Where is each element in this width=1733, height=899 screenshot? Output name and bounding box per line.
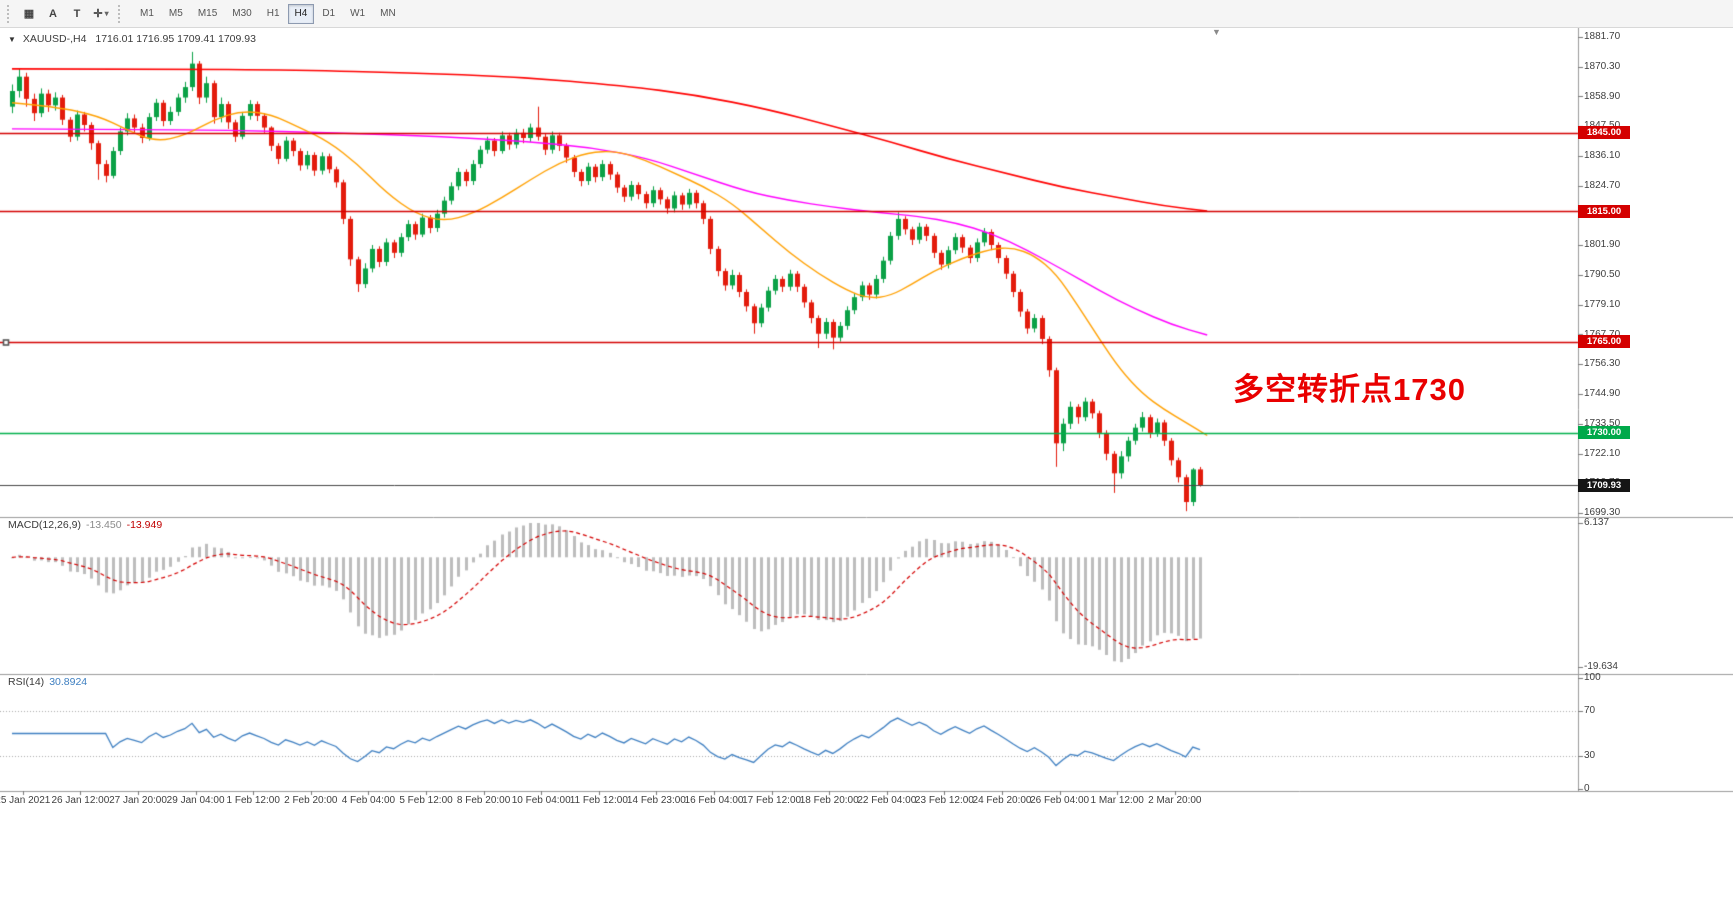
- macd-axis-label: -19.634: [1584, 661, 1618, 672]
- toolbar-grip[interactable]: [118, 4, 123, 23]
- time-axis-label: 14 Feb 23:00: [626, 795, 686, 806]
- time-axis-label: 8 Feb 20:00: [456, 795, 511, 806]
- time-axis-label: 16 Feb 04:00: [684, 795, 744, 806]
- time-axis-label: 27 Jan 20:00: [109, 795, 167, 806]
- timeframe-button-m5[interactable]: M5: [162, 4, 190, 24]
- timeframe-button-group: M1 M5 M15 M30 H1 H4 D1 W1 MN: [133, 3, 403, 24]
- price-tag-1815-00: 1815.00: [1578, 204, 1630, 218]
- grid-tool-button[interactable]: ▦: [18, 4, 40, 24]
- time-axis-label: 5 Feb 12:00: [399, 795, 453, 806]
- price-axis-label: 1733.50: [1584, 417, 1621, 429]
- price-tag-1765-00: 1765.00: [1578, 335, 1630, 349]
- price-axis-label: 1836.10: [1584, 150, 1621, 161]
- grid-tool-icon: ▦: [23, 8, 35, 20]
- price-axis-label: 1870.30: [1584, 60, 1621, 72]
- rsi-axis-label: 70: [1584, 705, 1596, 717]
- price-axis-label: 1824.70: [1584, 179, 1621, 191]
- price-axis-label: 1767.70: [1584, 328, 1621, 340]
- rsi-label: RSI(14) 30.8924: [8, 676, 87, 688]
- price-axis-label: 1779.10: [1584, 298, 1621, 310]
- timeframe-button-m1[interactable]: M1: [133, 4, 161, 24]
- macd-name: MACD(12,26,9): [8, 519, 81, 531]
- rsi-name: RSI(14): [8, 676, 45, 688]
- time-axis-label: 22 Feb 04:00: [857, 795, 917, 806]
- time-axis-label: 11 Feb 12:00: [569, 795, 628, 806]
- time-axis-label: 17 Feb 12:00: [742, 795, 802, 806]
- timeframe-button-m15[interactable]: M15: [191, 4, 224, 24]
- price-chart-canvas[interactable]: [0, 28, 1733, 899]
- cursor-tool-button[interactable]: ✛ ▾: [90, 4, 112, 24]
- cursor-tool-icon: ✛: [93, 8, 103, 20]
- price-axis-label: 1756.30: [1584, 358, 1621, 370]
- timeframe-button-w1[interactable]: W1: [343, 4, 372, 24]
- toolbar-grip[interactable]: [7, 4, 12, 23]
- text-t-tool-button[interactable]: T: [66, 4, 88, 24]
- time-axis-label: 24 Feb 20:00: [972, 795, 1032, 806]
- time-axis-label: 2 Mar 20:00: [1148, 795, 1202, 806]
- chart-ohlc-label: 1716.01 1716.95 1709.41 1709.93: [95, 33, 256, 45]
- chart-header: ▼ XAUUSD-,H4 1716.01 1716.95 1709.41 170…: [8, 33, 256, 45]
- time-axis-label: 26 Jan 12:00: [51, 795, 110, 806]
- price-axis-label: 1744.90: [1584, 388, 1621, 399]
- rsi-value: 30.8924: [49, 676, 88, 688]
- price-tag-1730-00: 1730.00: [1578, 426, 1630, 440]
- time-axis-label: 18 Feb 20:00: [799, 795, 859, 806]
- collapse-caret-icon[interactable]: ▼: [8, 35, 16, 44]
- chart-shift-marker-icon[interactable]: ▼: [1212, 27, 1221, 37]
- timeframe-button-d1[interactable]: D1: [315, 4, 342, 24]
- timeframe-button-mn[interactable]: MN: [373, 4, 403, 24]
- price-axis-label: 1699.30: [1584, 507, 1621, 518]
- time-axis-label: 29 Jan 04:00: [166, 795, 225, 806]
- time-axis-label: 4 Feb 04:00: [341, 795, 396, 806]
- price-axis-label: 1858.90: [1584, 90, 1621, 102]
- timeframe-button-h4[interactable]: H4: [287, 3, 315, 24]
- timeframe-button-m30[interactable]: M30: [225, 4, 258, 24]
- time-axis-label: 26 Feb 04:00: [1030, 795, 1090, 806]
- rsi-axis-label: 100: [1584, 672, 1601, 683]
- price-tag-1845-00: 1845.00: [1578, 126, 1630, 140]
- text-a-tool-icon: A: [49, 7, 57, 20]
- price-axis-label: 1881.70: [1584, 31, 1621, 42]
- time-axis-label: 1 Feb 12:00: [226, 795, 280, 806]
- text-a-tool-button[interactable]: A: [42, 4, 64, 24]
- time-axis-label: 10 Feb 04:00: [511, 795, 571, 806]
- current-price-tag: 1709.93: [1578, 478, 1630, 492]
- timeframe-button-h1[interactable]: H1: [260, 4, 287, 24]
- tool-button-group: ▦ A T ✛ ▾: [18, 4, 112, 24]
- rsi-axis-label: 0: [1584, 783, 1590, 794]
- rsi-axis-label: 30: [1584, 749, 1596, 761]
- price-axis-label: 1801.90: [1584, 239, 1621, 251]
- price-axis-label: 1722.10: [1584, 447, 1621, 459]
- macd-label: MACD(12,26,9) -13.450 -13.949: [8, 519, 162, 531]
- price-axis-label: 1790.50: [1584, 269, 1621, 280]
- text-t-tool-icon: T: [73, 7, 81, 20]
- macd-signal-value: -13.949: [126, 519, 163, 531]
- annotation-text: 多空转折点1730: [1233, 372, 1466, 407]
- time-axis-label: 23 Feb 12:00: [914, 795, 974, 806]
- time-axis-label: 1 Mar 12:00: [1090, 795, 1144, 806]
- price-axis-label: 1847.50: [1584, 120, 1620, 132]
- time-axis-label: 2 Feb 20:00: [284, 795, 338, 806]
- macd-main-value: -13.450: [85, 519, 122, 531]
- toolbar: ▦ A T ✛ ▾ M1 M5 M15 M30 H1 H4 D1 W1 MN: [0, 0, 1733, 28]
- time-axis-label: 25 Jan 2021: [0, 795, 51, 806]
- caret-down-icon: ▾: [104, 9, 109, 18]
- macd-axis-label: 6.137: [1584, 517, 1610, 528]
- chart-symbol-label: XAUUSD-,H4: [22, 33, 87, 45]
